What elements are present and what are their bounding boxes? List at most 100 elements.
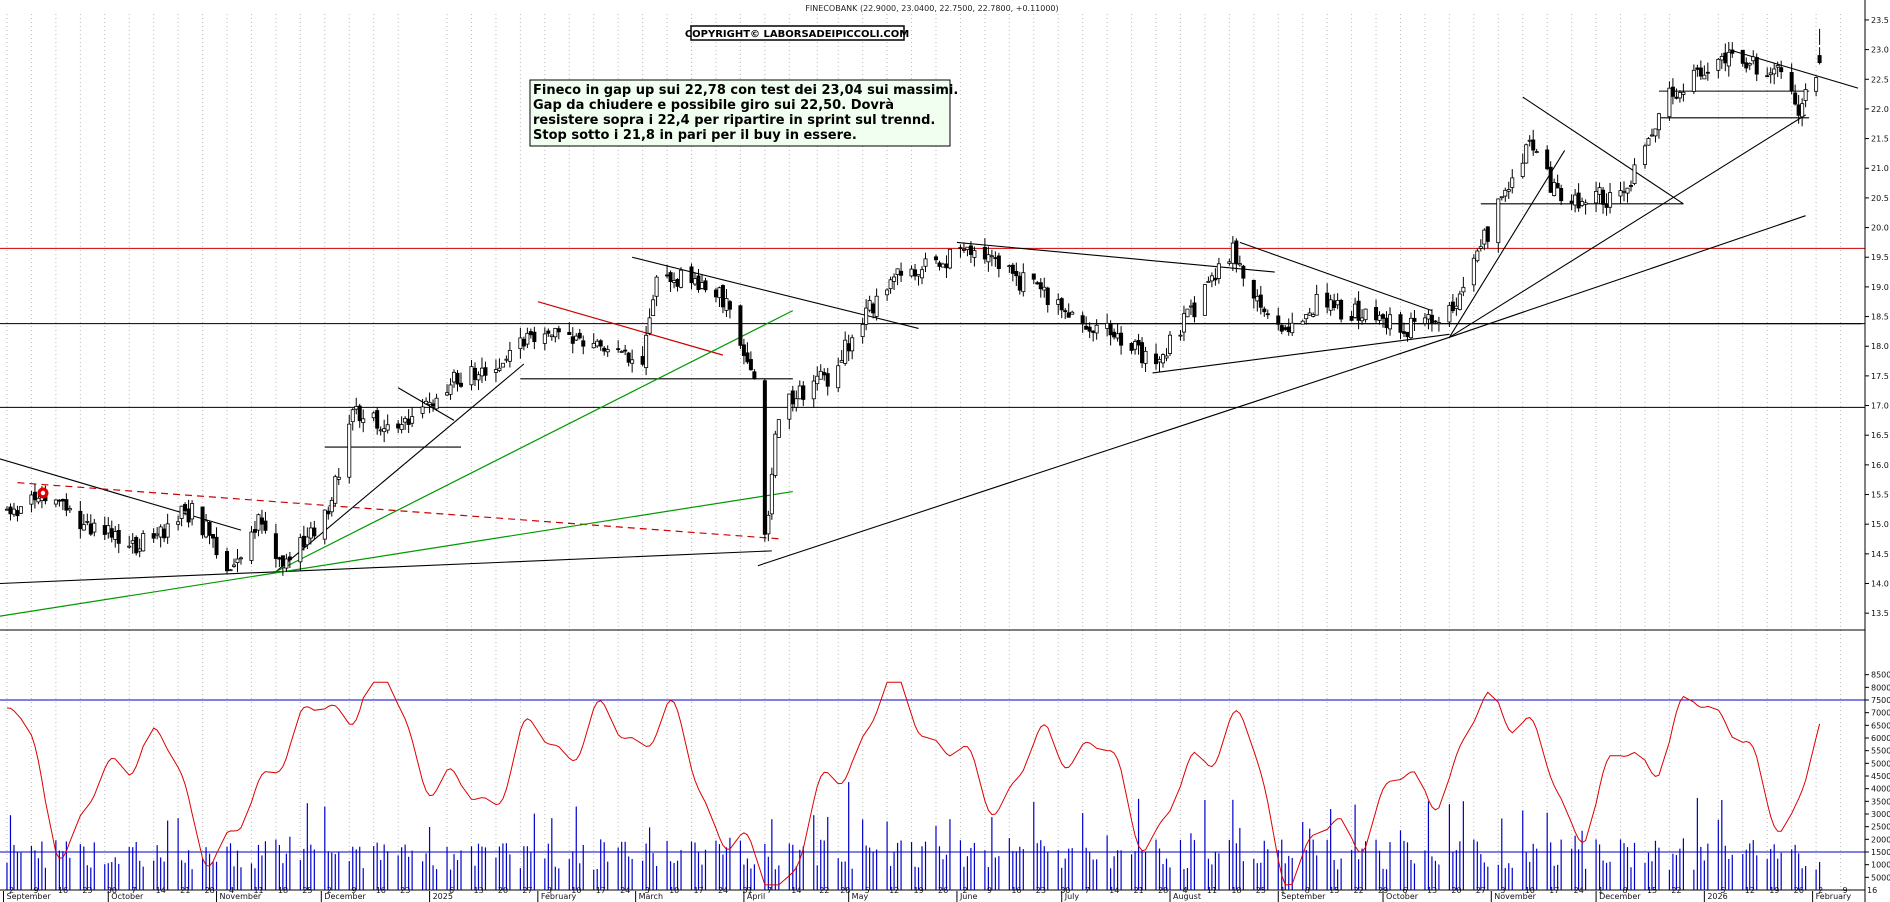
candle-body — [225, 551, 230, 572]
candle-body — [839, 360, 844, 363]
candle-body — [672, 280, 677, 283]
candle-body — [748, 359, 753, 371]
candle-body — [406, 418, 411, 425]
month-tick-label: November — [220, 892, 262, 901]
candle-body — [899, 270, 904, 276]
candle-body — [1133, 341, 1138, 350]
candle-body — [1447, 305, 1452, 323]
candle-body — [623, 349, 628, 352]
candle-body — [1087, 326, 1092, 332]
candle-body — [1300, 320, 1305, 325]
candle-body — [1744, 62, 1749, 69]
candle-body — [231, 564, 236, 567]
candle-body — [1768, 72, 1773, 76]
candle-body — [1119, 332, 1124, 346]
price-tick-label: 14.5 — [1871, 550, 1889, 559]
candle-body — [1304, 314, 1309, 320]
candle-body — [549, 334, 554, 338]
copyright-text: COPYRIGHT© LABORSADEIPICCOLI.COM — [685, 29, 909, 40]
candle-body — [1740, 49, 1745, 64]
candle-body — [347, 423, 352, 478]
candle-body — [1520, 162, 1525, 177]
candle-body — [1339, 299, 1344, 320]
candle-body — [431, 403, 436, 407]
candle-body — [965, 246, 970, 250]
candle-body — [1772, 68, 1777, 75]
candle-body — [1625, 187, 1630, 194]
candle-body — [982, 247, 987, 260]
candle-body — [476, 374, 481, 381]
candle-body — [249, 531, 254, 561]
candle-body — [452, 371, 457, 383]
candle-body — [961, 249, 966, 251]
volume-tick-label: 50000 — [1871, 759, 1890, 768]
candle-body — [1475, 250, 1480, 262]
candle-body — [947, 248, 952, 269]
price-tick-label: 21.0 — [1871, 164, 1889, 173]
candle-body — [375, 410, 380, 429]
candle-body — [1059, 298, 1064, 311]
candle-body — [1206, 280, 1211, 283]
candle-body — [92, 522, 97, 533]
candle-body — [794, 398, 799, 408]
candle-body — [1091, 330, 1096, 333]
price-tick-label: 19.0 — [1871, 283, 1889, 292]
candle-body — [81, 524, 86, 531]
candle-body — [630, 359, 635, 364]
trendline — [275, 310, 794, 573]
candle-body — [259, 517, 264, 525]
candle-body — [1401, 331, 1406, 334]
candle-body — [864, 307, 869, 325]
candle-body — [699, 282, 704, 289]
month-tick-label: April — [747, 892, 765, 901]
candle-body — [322, 509, 327, 540]
candle-body — [1105, 322, 1110, 329]
candle-body — [113, 531, 118, 540]
candle-body — [371, 412, 376, 419]
candle-body — [1471, 257, 1476, 286]
day-tick-label: 16 — [1867, 886, 1877, 895]
candle-body — [329, 499, 334, 513]
candle-body — [724, 298, 729, 311]
candle-body — [790, 390, 795, 405]
candle-body — [1667, 87, 1672, 118]
candle-body — [1188, 305, 1193, 308]
candle-body — [1056, 299, 1061, 305]
candle-body — [626, 352, 631, 363]
candle-body — [766, 514, 771, 535]
candle-body — [1286, 326, 1291, 333]
candle-body — [570, 336, 575, 344]
candle-body — [818, 370, 823, 380]
candle-body — [1601, 189, 1606, 205]
month-tick-label: March — [639, 892, 663, 901]
candle-body — [1649, 134, 1654, 137]
trendline — [1449, 114, 1806, 338]
candle-body — [18, 506, 23, 514]
candle-body — [1422, 317, 1427, 324]
candle-body — [1691, 69, 1696, 92]
candle-body — [665, 274, 670, 277]
volume-tick-label: 10000 — [1871, 861, 1890, 870]
candle-body — [1723, 52, 1728, 64]
candle-body — [1311, 314, 1316, 317]
candle-body — [273, 533, 278, 559]
price-tick-label: 15.0 — [1871, 520, 1889, 529]
candle-body — [354, 405, 359, 410]
candle-body — [651, 299, 656, 317]
candle-body — [703, 280, 708, 291]
candle-body — [1161, 354, 1166, 364]
candle-body — [1251, 279, 1256, 299]
candle-body — [504, 358, 509, 361]
candle-body — [60, 498, 65, 502]
candle-body — [497, 367, 502, 371]
candle-body — [1262, 308, 1267, 313]
volume-bars-layer — [0, 699, 1865, 890]
candle-body — [1185, 308, 1190, 318]
trendline — [1522, 96, 1684, 205]
candle-body — [1143, 350, 1148, 364]
month-tick-label: August — [1173, 892, 1201, 901]
candle-body — [1405, 331, 1410, 338]
candle-body — [151, 533, 156, 539]
candle-body — [308, 527, 313, 539]
candle-body — [1670, 86, 1675, 97]
